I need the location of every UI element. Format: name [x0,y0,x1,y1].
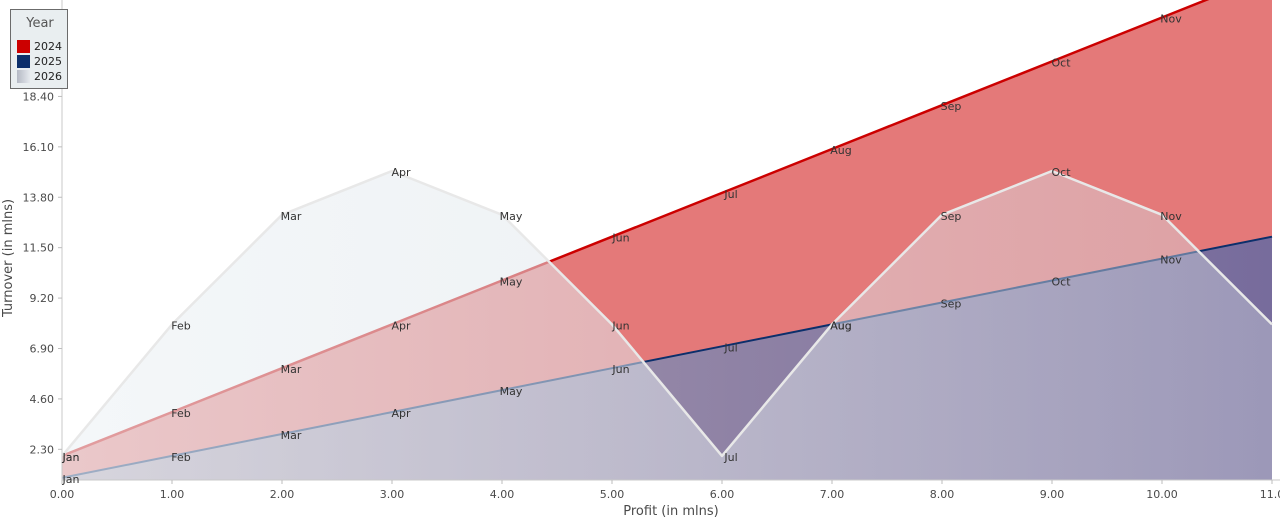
legend: Year 2024 2025 2026 [10,9,68,89]
point-label-2024: Mar [281,363,302,376]
point-label-2025: Mar [281,429,302,442]
x-tick-label: 2.00 [270,488,295,501]
point-label-2024: Jul [723,188,737,201]
point-label-2026: May [500,210,523,223]
point-label-2025: Jan [62,473,80,486]
x-tick-label: 3.00 [380,488,405,501]
point-label-2024: Feb [171,407,190,420]
point-label-2024: May [500,276,523,289]
x-tick-label: 11.0 [1260,488,1280,501]
point-label-2026: Jun [611,319,629,332]
x-tick-label: 0.00 [50,488,75,501]
legend-item-2024[interactable]: 2024 [17,39,62,53]
point-label-2025: Jun [611,363,629,376]
point-label-2024: Aug [830,144,851,157]
point-label-2025: May [500,385,523,398]
x-tick-label: 8.00 [930,488,955,501]
x-tick-label: 9.00 [1040,488,1065,501]
x-axis-title: Profit (in mlns) [623,504,718,518]
point-label-2024: Jun [611,232,629,245]
x-tick-label: 7.00 [820,488,845,501]
point-label-2025: Nov [1160,254,1182,267]
point-label-2024: Sep [941,100,962,113]
point-label-2025: Oct [1051,276,1071,289]
x-tick-label: 10.00 [1146,488,1178,501]
series-areas [62,0,1273,480]
point-label-2025: Apr [391,407,411,420]
y-tick-label: 6.90 [30,342,55,355]
series-2026-area [62,171,1272,480]
y-axis-ticks: 2.304.606.909.2011.5013.8016.1018.4020.7… [23,40,62,456]
point-label-2026: Jan [62,451,80,464]
x-tick-label: 1.00 [160,488,185,501]
legend-title: Year [26,16,54,31]
x-tick-label: 6.00 [710,488,735,501]
legend-swatch-2025 [17,54,30,68]
point-label-2026: Jul [723,451,737,464]
point-label-2025: Jul [723,341,737,354]
y-tick-label: 11.50 [23,242,55,255]
point-label-2026: Aug [830,319,851,332]
y-tick-label: 16.10 [23,141,55,154]
point-label-2026: Nov [1160,210,1182,223]
x-tick-label: 5.00 [600,488,625,501]
point-label-2025: Aug [830,319,851,332]
point-label-2026: Mar [281,210,302,223]
legend-item-2025[interactable]: 2025 [17,54,62,68]
y-tick-label: 18.40 [23,90,55,103]
point-labels: Jan Feb Mar Apr May Jun Jul Aug Sep Oct Nov Jan Feb M… [62,13,1183,486]
series-2026-line [62,169,1273,458]
legend-label-2026: 2026 [34,69,62,83]
point-label-2025: Sep [941,297,962,310]
y-axis-title: Turnover (in mlns) [1,199,16,318]
point-label-2026: Oct [1051,166,1071,179]
y-tick-label: 13.80 [23,191,55,204]
y-tick-label: 9.20 [30,292,55,305]
point-label-2026: Apr [391,166,411,179]
point-label-2026: Feb [171,319,190,332]
legend-label-2025: 2025 [34,54,62,68]
x-axis-ticks: 0.00 1.00 2.00 3.00 4.00 5.00 6.00 7.00 8.00 9.00… [50,480,1280,501]
x-tick-label: 4.00 [490,488,515,501]
y-tick-label: 2.30 [30,443,55,456]
point-label-2024: Oct [1051,56,1071,69]
legend-label-2024: 2024 [34,39,62,53]
y-tick-label: 4.60 [30,393,55,406]
point-label-2026: Sep [941,210,962,223]
legend-item-2026[interactable]: 2026 [17,69,62,83]
point-label-2024: Nov [1160,13,1182,26]
point-label-2024: Apr [391,319,411,332]
legend-swatch-2024 [17,39,30,53]
point-label-2024: Jan [62,451,80,464]
point-label-2025: Feb [171,451,190,464]
legend-swatch-2026 [17,69,30,83]
